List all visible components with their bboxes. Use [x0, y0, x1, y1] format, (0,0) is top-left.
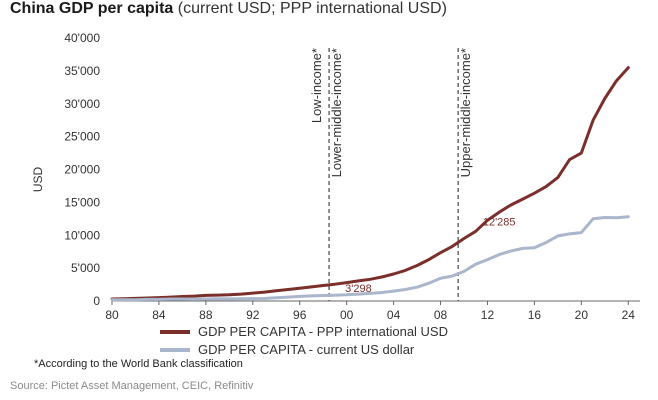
- y-tick-label: 30'000: [64, 97, 100, 111]
- x-tick-label: 16: [528, 308, 542, 322]
- y-tick-label: 20'000: [64, 163, 100, 177]
- x-tick-label: 24: [622, 308, 636, 322]
- y-tick-label: 0: [93, 294, 100, 308]
- legend-label-ppp: GDP PER CAPITA - PPP international USD: [198, 324, 448, 339]
- footnote: *According to the World Bank classificat…: [34, 358, 243, 370]
- series-line-current: [110, 215, 630, 302]
- x-tick-label: 12: [481, 308, 495, 322]
- x-tick-label: 96: [293, 308, 307, 322]
- chart-title-subtitle: (current USD; PPP international USD): [173, 0, 447, 17]
- y-tick-label: 10'000: [64, 228, 100, 242]
- y-tick-label: 15'000: [64, 195, 100, 209]
- legend-swatch-current: [160, 347, 190, 352]
- legend-item-ppp: GDP PER CAPITA - PPP international USD: [160, 324, 448, 339]
- y-tick-label: 35'000: [64, 64, 100, 78]
- y-axis-label: USD: [31, 167, 45, 193]
- x-tick-label: 04: [387, 308, 401, 322]
- x-tick-label: 84: [152, 308, 166, 322]
- x-tick-label: 88: [199, 308, 213, 322]
- data-label: 12'285: [483, 216, 516, 228]
- y-tick-label: 25'000: [64, 130, 100, 144]
- x-tick-label: 00: [340, 308, 354, 322]
- income-divider-label: Lower-middle-income*: [329, 48, 344, 177]
- income-divider-label: Low-income*: [309, 48, 324, 123]
- legend-item-current: GDP PER CAPITA - current US dollar: [160, 342, 414, 357]
- x-tick-label: 08: [434, 308, 448, 322]
- x-tick-label: 80: [105, 308, 119, 322]
- chart-title: China GDP per capita (current USD; PPP i…: [10, 0, 447, 18]
- legend-label-current: GDP PER CAPITA - current US dollar: [198, 342, 415, 357]
- series-line-ppp: [110, 66, 630, 301]
- y-tick-label: 5'000: [71, 261, 100, 275]
- x-tick-label: 20: [575, 308, 589, 322]
- x-tick-label: 92: [246, 308, 260, 322]
- chart-title-main: China GDP per capita: [10, 0, 174, 17]
- legend-swatch-ppp: [160, 329, 190, 334]
- data-label: 3'298: [345, 283, 372, 295]
- source-note: Source: Pictet Asset Management, CEIC, R…: [10, 380, 254, 392]
- y-tick-label: 40'000: [64, 31, 100, 45]
- income-divider-label: Upper-middle-income*: [458, 48, 473, 177]
